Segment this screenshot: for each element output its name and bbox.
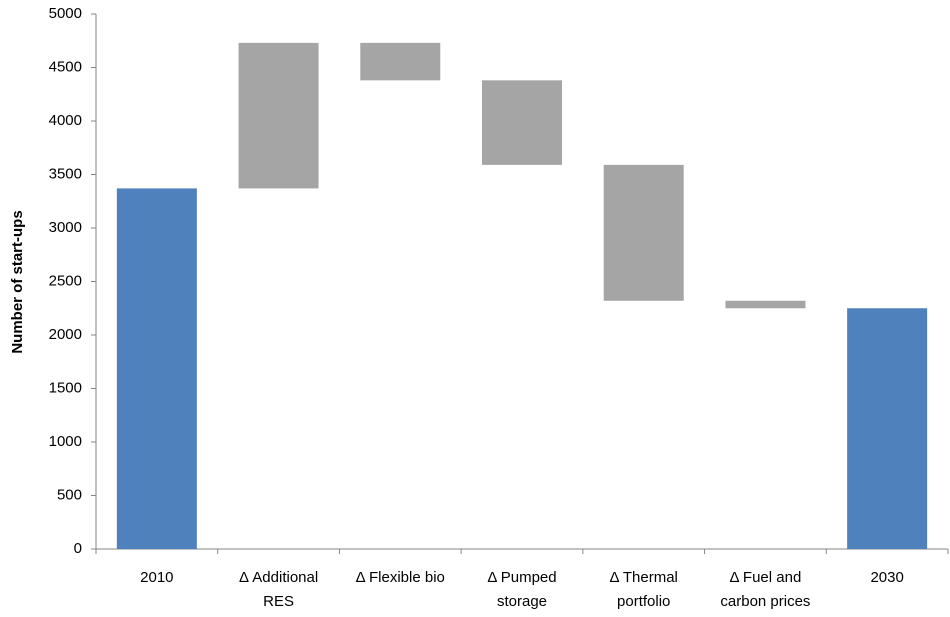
bar — [482, 80, 562, 165]
x-tick-label: Δ Fuel and carbon prices — [720, 569, 811, 610]
bar — [847, 308, 928, 549]
bar — [603, 164, 684, 301]
y-tick-label: 500 — [57, 486, 82, 503]
bar — [238, 42, 319, 189]
y-tick-label: 5000 — [49, 5, 82, 22]
y-tick-label: 4000 — [49, 112, 82, 129]
x-tick-label: 2030 — [870, 569, 904, 586]
y-tick-label: 2500 — [49, 272, 82, 289]
y-tick-label: 2000 — [49, 326, 82, 343]
bar — [360, 42, 441, 81]
bar — [725, 300, 806, 309]
y-tick-label: 3000 — [49, 219, 82, 236]
y-tick-label: 1500 — [49, 379, 82, 396]
y-tick-label: 3500 — [49, 165, 82, 182]
x-tick-label: Δ Pumped storage — [487, 569, 557, 610]
y-axis-label: Number of start-ups — [9, 210, 26, 353]
x-tick-label: 2010 — [140, 569, 174, 586]
y-tick-label: 0 — [74, 540, 82, 557]
y-tick-label: 4500 — [49, 58, 82, 75]
y-tick-label: 1000 — [49, 433, 82, 450]
x-tick-label: Δ Thermal portfolio — [609, 569, 678, 610]
x-tick-label: Δ Flexible bio — [355, 569, 445, 586]
x-tick-label: Δ Additional RES — [238, 569, 319, 610]
bar — [116, 188, 197, 549]
